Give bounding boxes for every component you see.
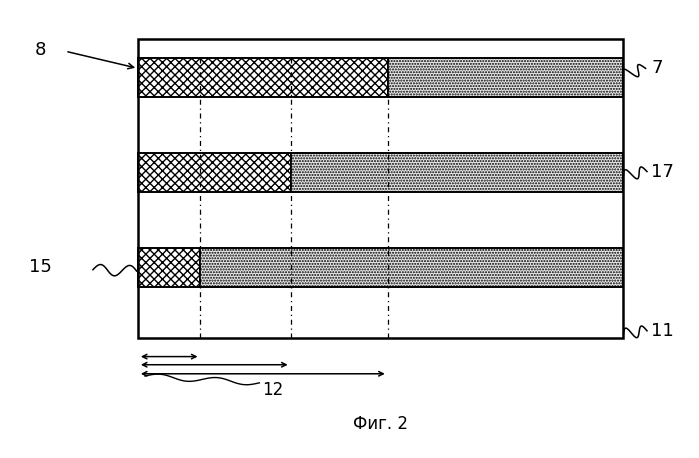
Text: 11: 11: [651, 322, 674, 340]
Bar: [388, 58, 624, 97]
Bar: [138, 153, 291, 192]
Text: 7: 7: [651, 60, 663, 77]
Bar: [138, 248, 201, 287]
Bar: [201, 248, 624, 287]
Text: 15: 15: [29, 258, 52, 277]
Text: 17: 17: [651, 164, 674, 181]
Bar: [291, 153, 624, 192]
Text: Фиг. 2: Фиг. 2: [353, 414, 408, 433]
Bar: [138, 58, 388, 97]
Bar: [138, 39, 624, 338]
Text: 8: 8: [35, 41, 47, 59]
Text: 12: 12: [263, 381, 284, 398]
